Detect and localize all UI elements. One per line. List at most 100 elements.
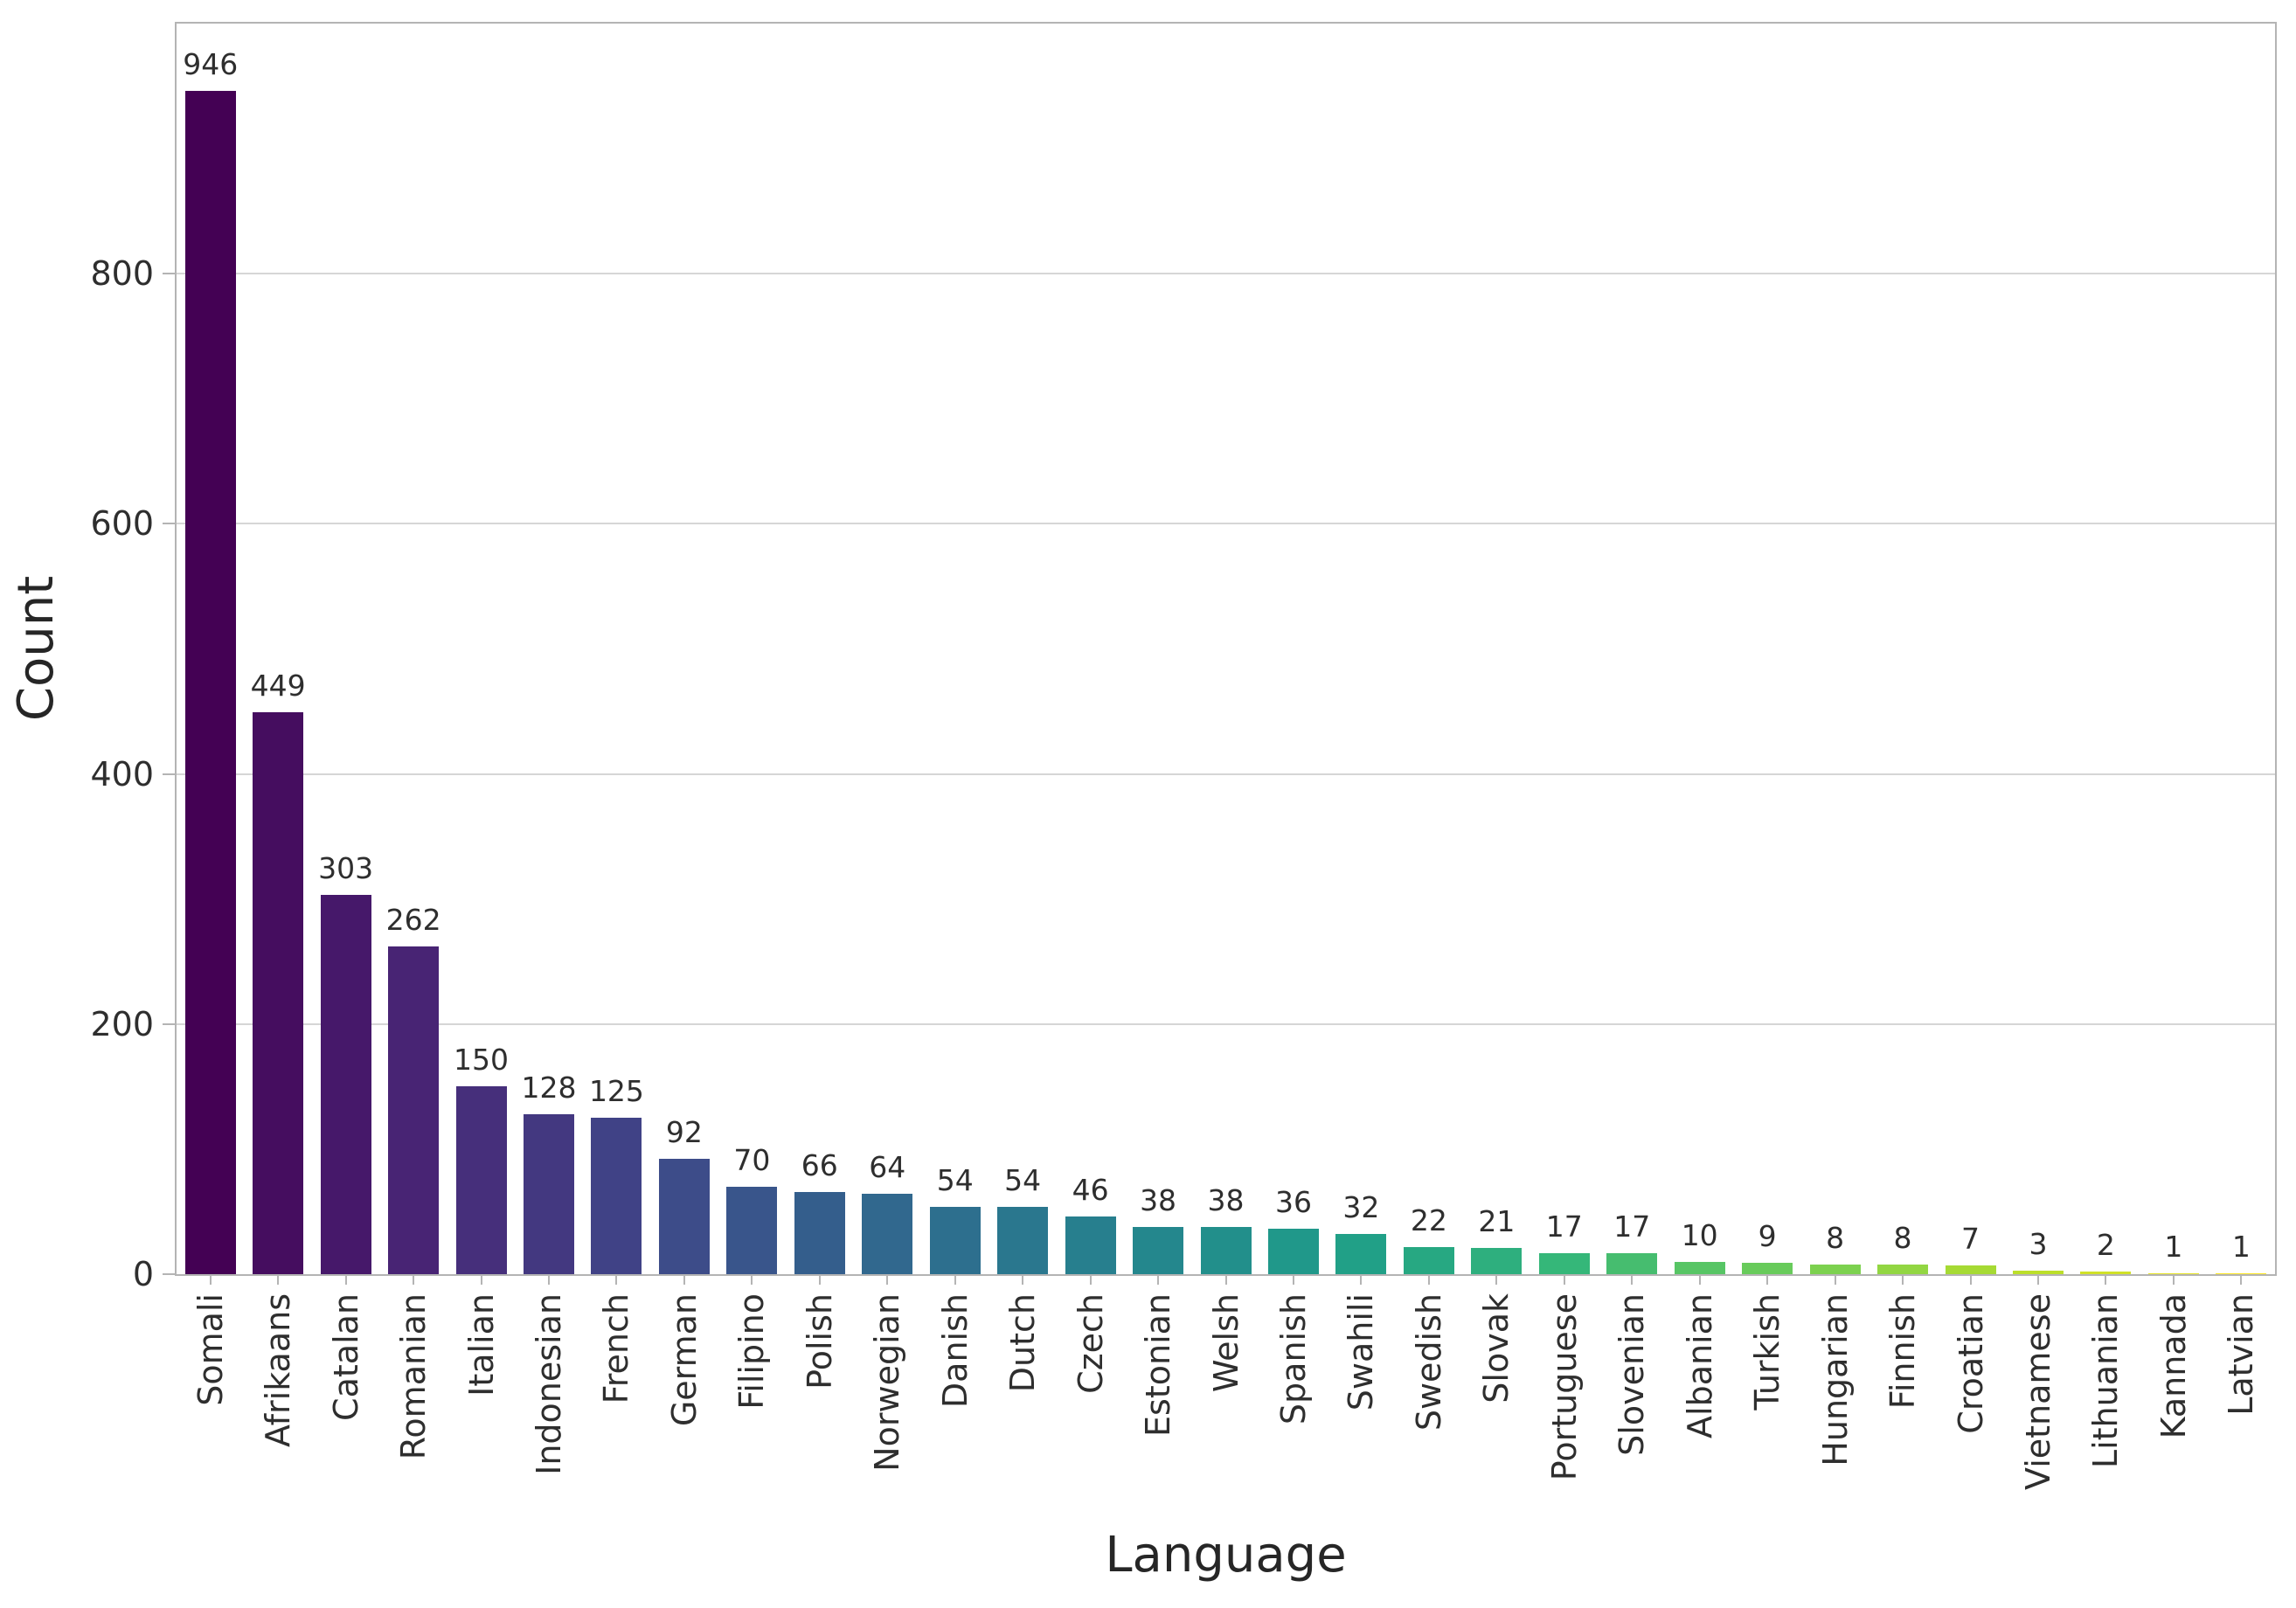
bar-slot-danish: 54 Danish xyxy=(921,24,988,1408)
gridline-y-600 xyxy=(177,523,2275,525)
x-tick-mark xyxy=(1157,1274,1160,1285)
bar-slot-croatian: 7 Croatian xyxy=(1937,24,2004,1434)
bar-slot-german: 92 German xyxy=(650,24,718,1426)
x-tick-mark xyxy=(1224,1274,1227,1285)
x-tick-mark xyxy=(2105,1274,2107,1285)
x-tick-label: Filipino xyxy=(732,1293,772,1410)
bar-slot-czech: 46 Czech xyxy=(1057,24,1124,1394)
bar-slot-latvian: 1 Latvian xyxy=(2208,24,2275,1416)
x-tick-label: French xyxy=(597,1293,636,1404)
y-tick-mark xyxy=(163,273,175,275)
x-tick-mark xyxy=(277,1274,280,1285)
x-tick-mark xyxy=(886,1274,889,1285)
bar-afrikaans xyxy=(253,712,304,1274)
bar-romanian xyxy=(388,946,440,1274)
bar-slot-kannada: 1 Kannada xyxy=(2140,24,2207,1438)
bar-turkish xyxy=(1742,1263,1793,1274)
bar-slot-estonian: 38 Estonian xyxy=(1124,24,1191,1437)
x-tick-mark xyxy=(2172,1274,2175,1285)
x-tick-label: Slovenian xyxy=(1613,1293,1652,1456)
bar-value-label: 125 xyxy=(588,1074,644,1109)
bar-slot-filipino: 70 Filipino xyxy=(718,24,786,1410)
y-tick-mark xyxy=(163,1273,175,1275)
gridline-y-800 xyxy=(177,273,2275,275)
bar-value-label: 3 xyxy=(2029,1226,2048,1261)
x-tick-mark xyxy=(413,1274,415,1285)
x-tick-mark xyxy=(1766,1274,1769,1285)
x-tick-mark xyxy=(2240,1274,2243,1285)
x-tick-label: German xyxy=(664,1293,704,1427)
bar-czech xyxy=(1065,1216,1116,1274)
gridline-y-200 xyxy=(177,1022,2275,1025)
y-tick-mark xyxy=(163,773,175,775)
x-tick-mark xyxy=(1360,1274,1363,1285)
x-tick-label: Estonian xyxy=(1139,1293,1178,1437)
bar-value-label: 70 xyxy=(733,1142,771,1177)
bar-lithuanian xyxy=(2080,1272,2132,1274)
bar-slovak xyxy=(1471,1247,1523,1274)
bar-estonian xyxy=(1133,1226,1184,1274)
plot-area: 946 Somali 449 Afrikaans 303 Catalan 262 Romani… xyxy=(90,22,2277,1490)
bar-slot-hungarian: 8 Hungarian xyxy=(1801,24,1869,1466)
gridline-y-400 xyxy=(177,773,2275,775)
bar-croatian xyxy=(1945,1265,1996,1274)
bar-value-label: 64 xyxy=(869,1150,906,1185)
bar-value-label: 128 xyxy=(521,1070,577,1105)
bar-kannada xyxy=(2147,1272,2199,1274)
bar-indonesian xyxy=(523,1113,574,1274)
bar-value-label: 54 xyxy=(1004,1162,1042,1197)
x-tick-mark xyxy=(1631,1274,1634,1285)
x-tick-label: Kannada xyxy=(2154,1293,2193,1439)
x-tick-mark xyxy=(1427,1274,1430,1285)
x-tick-label: Afrikaans xyxy=(259,1293,298,1447)
x-tick-label: Czech xyxy=(1071,1293,1110,1394)
x-tick-label: Italian xyxy=(461,1293,501,1397)
bar-spanish xyxy=(1267,1229,1319,1274)
bar-value-label: 54 xyxy=(936,1162,974,1197)
bar-swahili xyxy=(1335,1234,1387,1274)
x-tick-label: Indonesian xyxy=(529,1293,568,1475)
x-tick-label: Danish xyxy=(935,1293,975,1409)
bar-value-label: 1 xyxy=(2231,1229,2251,1264)
bar-value-label: 946 xyxy=(183,47,239,82)
bar-norwegian xyxy=(862,1194,913,1274)
bar-german xyxy=(658,1159,710,1274)
x-tick-mark xyxy=(344,1274,347,1285)
bar-value-label: 8 xyxy=(1893,1220,1912,1255)
x-tick-label: Albanian xyxy=(1680,1293,1719,1438)
x-tick-mark xyxy=(615,1274,618,1285)
bar-slot-french: 125 French xyxy=(583,24,650,1404)
x-tick-mark xyxy=(1292,1274,1294,1285)
x-tick-label: Lithuanian xyxy=(2086,1293,2126,1469)
bar-value-label: 22 xyxy=(1410,1203,1447,1237)
bar-slot-lithuanian: 2 Lithuanian xyxy=(2072,24,2140,1468)
bar-slot-vietnamese: 3 Vietnamese xyxy=(2004,24,2071,1490)
bar-value-label: 1 xyxy=(2164,1229,2183,1264)
bar-value-label: 2 xyxy=(2096,1228,2115,1263)
bar-slot-norwegian: 64 Norwegian xyxy=(854,24,921,1472)
x-tick-label: Norwegian xyxy=(868,1293,907,1472)
bar-latvian xyxy=(2216,1272,2267,1274)
bar-value-label: 303 xyxy=(318,851,374,886)
bar-slot-portuguese: 17 Portuguese xyxy=(1530,24,1598,1480)
x-tick-mark xyxy=(818,1274,821,1285)
bar-slot-dutch: 54 Dutch xyxy=(988,24,1056,1392)
x-tick-label: Turkish xyxy=(1748,1293,1787,1410)
bar-value-label: 9 xyxy=(1758,1219,1777,1254)
bar-slot-welsh: 38 Welsh xyxy=(1192,24,1259,1392)
bar-dutch xyxy=(997,1206,1049,1274)
x-tick-label: Somali xyxy=(191,1293,230,1406)
x-tick-label: Swedish xyxy=(1409,1293,1448,1431)
bar-slot-slovenian: 17 Slovenian xyxy=(1599,24,1666,1456)
bar-slot-italian: 150 Italian xyxy=(447,24,515,1397)
bar-value-label: 150 xyxy=(454,1043,510,1078)
bar-italian xyxy=(455,1086,507,1274)
bar-slot-indonesian: 128 Indonesian xyxy=(515,24,582,1475)
y-tick-mark xyxy=(163,1022,175,1025)
bar-catalan xyxy=(320,895,371,1274)
bar-slovenian xyxy=(1606,1252,1658,1274)
bar-french xyxy=(591,1118,642,1274)
bars-container: 946 Somali 449 Afrikaans 303 Catalan 262 Romani… xyxy=(177,24,2275,1490)
bar-slot-catalan: 303 Catalan xyxy=(312,24,379,1421)
